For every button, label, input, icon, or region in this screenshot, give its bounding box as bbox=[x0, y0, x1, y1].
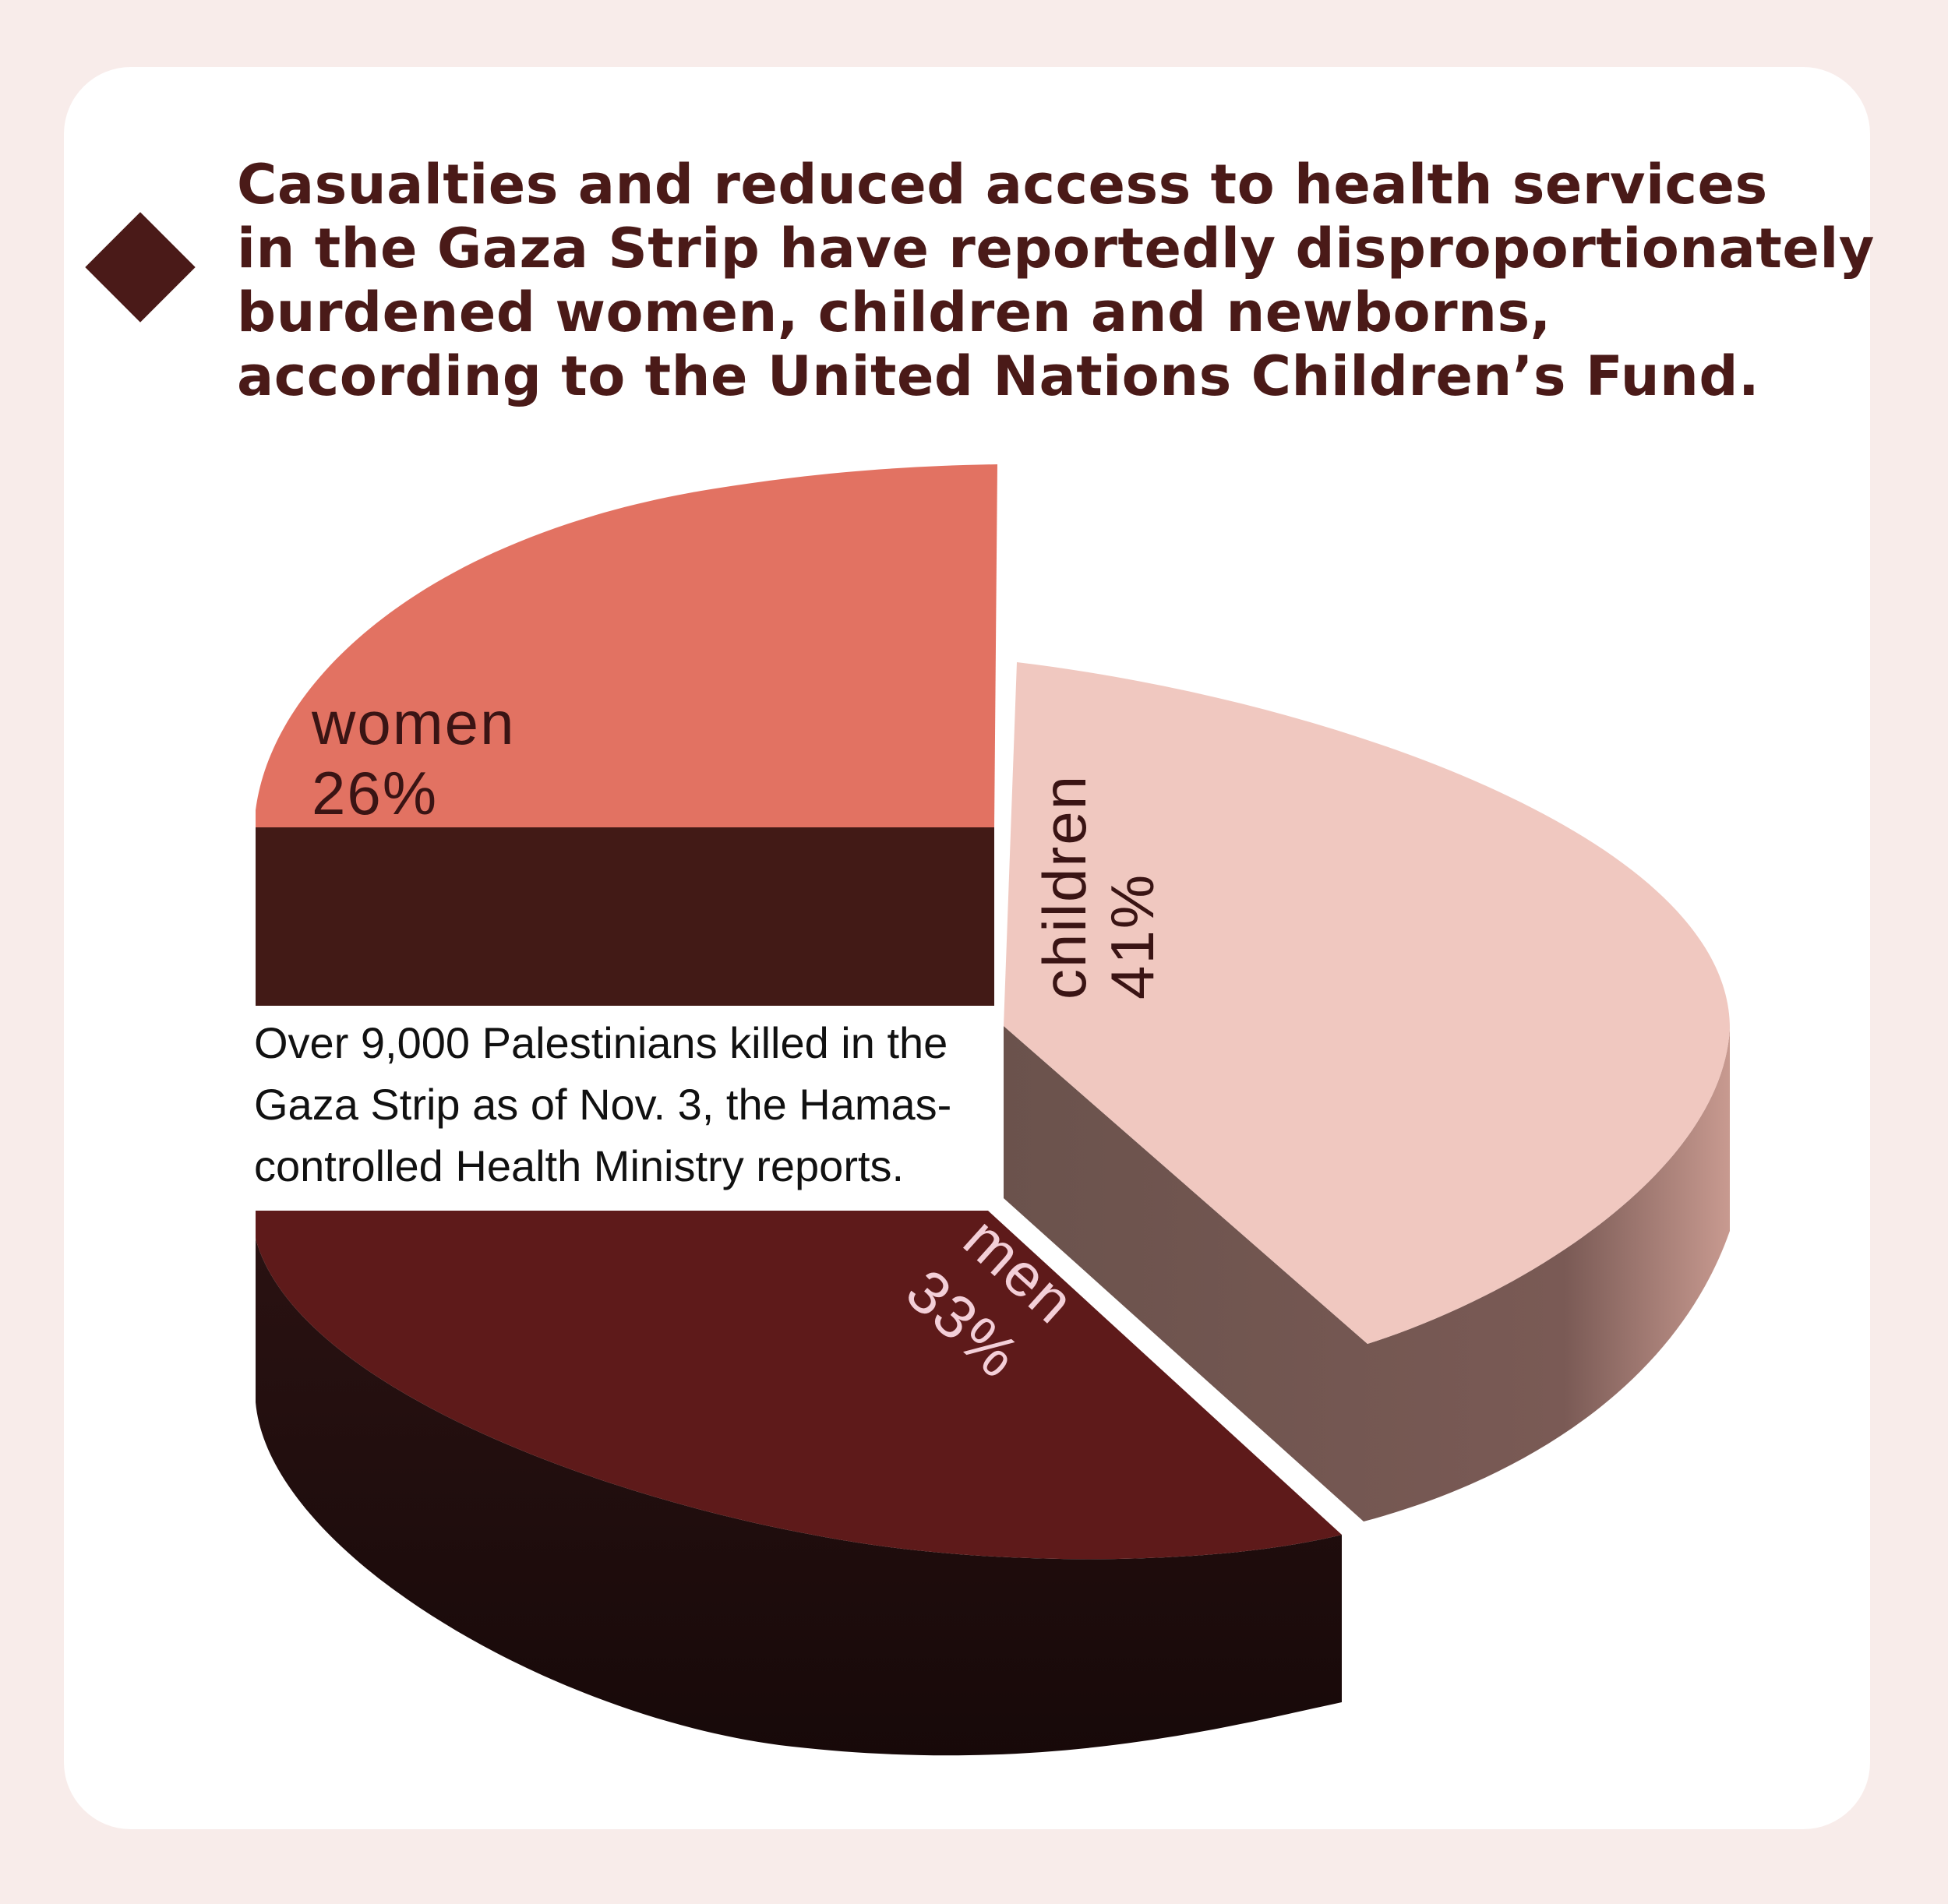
children-label: children bbox=[1030, 774, 1099, 1000]
children-slice-side bbox=[1004, 1026, 1730, 1521]
note-line: controlled Health Ministry reports. bbox=[254, 1141, 904, 1190]
women-slice-side bbox=[256, 827, 994, 1006]
note-line: Over 9,000 Palestinians killed in the bbox=[254, 1018, 948, 1067]
women-slice bbox=[256, 464, 997, 827]
headline-text: Casualties and reduced access to health … bbox=[237, 153, 1875, 408]
headline-block: Casualties and reduced access to health … bbox=[85, 153, 1893, 410]
note-box bbox=[256, 1006, 994, 1211]
women-label: women bbox=[311, 689, 515, 757]
women-value: 26% bbox=[312, 759, 438, 827]
men-slice-side bbox=[256, 1239, 1342, 1756]
note-line: Gaza Strip as of Nov. 3, the Hamas- bbox=[254, 1080, 951, 1129]
children-value: 41% bbox=[1098, 873, 1166, 1000]
children-slice bbox=[1004, 662, 1730, 1344]
men-slice bbox=[256, 1211, 1342, 1560]
